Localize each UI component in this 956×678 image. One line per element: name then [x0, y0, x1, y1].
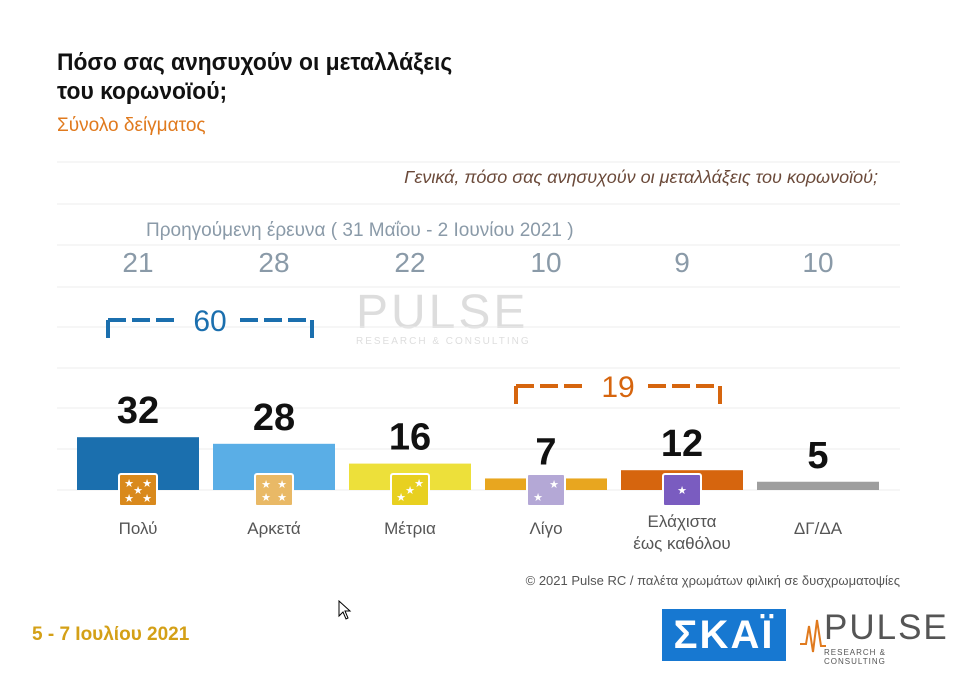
- star-icon-2-0: ★: [396, 491, 406, 504]
- previous-value-5: 10: [802, 247, 833, 278]
- star-icon-2-2: ★: [414, 477, 424, 490]
- previous-value-4: 9: [674, 247, 690, 278]
- star-icon-3-1: ★: [549, 478, 559, 491]
- category-label-4-line-0: Ελάχιστα: [648, 512, 717, 531]
- pulse-logo: PULSE RESEARCH & CONSULTING: [800, 608, 947, 666]
- title-line-1: Πόσο σας ανησυχούν οι μεταλλάξεις: [57, 49, 453, 76]
- category-label-4-line-1: έως καθόλου: [633, 534, 730, 553]
- star-icon-0-2: ★: [133, 484, 143, 497]
- value-label-1: 28: [253, 397, 295, 439]
- watermark-tagline: RESEARCH & CONSULTING: [356, 336, 531, 347]
- value-label-5: 5: [807, 435, 828, 477]
- category-label-2: Μέτρια: [384, 519, 436, 538]
- previous-survey-label: Προηγούμενη έρευνα ( 31 Μαΐου - 2 Ιουνίο…: [146, 220, 574, 241]
- star-icon-2-1: ★: [405, 484, 415, 497]
- title-line-2: του κορωνοϊού;: [57, 78, 228, 105]
- star-icon-box-0: [118, 473, 158, 507]
- star-icon-box-1: [254, 473, 294, 507]
- survey-question: Γενικά, πόσο σας ανησυχούν οι μεταλλάξει…: [404, 167, 878, 187]
- star-icon-1-3: ★: [277, 491, 287, 504]
- value-label-0: 32: [117, 390, 159, 432]
- category-label-3: Λίγο: [529, 519, 562, 538]
- category-label-0: Πολύ: [119, 519, 158, 538]
- category-label-1: Αρκετά: [247, 519, 301, 538]
- previous-value-1: 28: [258, 247, 289, 278]
- pulse-logo-tagline: RESEARCH & CONSULTING: [824, 648, 887, 666]
- star-icon-box-3: [526, 473, 566, 507]
- star-icon-box-4: [662, 473, 702, 507]
- copyright-note: © 2021 Pulse RC / παλέτα χρωμάτων φιλική…: [525, 573, 900, 588]
- previous-value-2: 22: [394, 247, 425, 278]
- previous-value-0: 21: [122, 247, 153, 278]
- star-icon-1-2: ★: [261, 491, 271, 504]
- pulse-logo-text: PULSE: [824, 608, 949, 647]
- bar-5: [757, 481, 879, 490]
- value-label-3: 7: [535, 431, 556, 473]
- survey-date: 5 - 7 Ιουλίου 2021: [32, 624, 190, 645]
- category-label-5: ΔΓ/ΔΑ: [794, 519, 843, 538]
- group-label-1: 19: [601, 371, 634, 404]
- skai-logo: ΣΚΑΪ: [662, 609, 786, 661]
- watermark-brand: PULSE: [356, 286, 529, 339]
- star-icon-0-3: ★: [124, 492, 134, 505]
- value-label-2: 16: [389, 417, 431, 459]
- mouse-cursor-icon: [338, 600, 352, 620]
- chart-subtitle: Σύνολο δείγματος: [57, 115, 206, 136]
- star-icon-0-0: ★: [124, 477, 134, 490]
- star-icon-1-1: ★: [277, 478, 287, 491]
- star-icon-0-1: ★: [142, 477, 152, 490]
- star-icon-box-2: [390, 473, 430, 507]
- pulse-watermark: PULSE RESEARCH & CONSULTING: [356, 285, 536, 347]
- chart-title: Πόσο σας ανησυχούν οι μεταλλάξεις του κο…: [57, 48, 452, 106]
- star-icon-4-0: ★: [677, 484, 687, 497]
- star-icon-3-0: ★: [533, 491, 543, 504]
- pulse-wave-icon: [800, 619, 826, 653]
- group-label-0: 60: [193, 305, 226, 338]
- star-icon-1-0: ★: [261, 478, 271, 491]
- star-icon-0-4: ★: [142, 492, 152, 505]
- value-label-4: 12: [661, 423, 703, 465]
- previous-value-3: 10: [530, 247, 561, 278]
